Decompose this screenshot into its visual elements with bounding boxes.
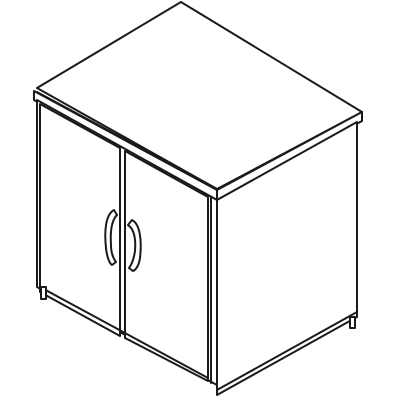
base-front-line xyxy=(39,286,209,379)
foot-right xyxy=(349,316,356,329)
handle-right xyxy=(127,219,142,272)
foot-left xyxy=(40,286,47,300)
top-front-edge-upper-line xyxy=(36,91,218,190)
door-left xyxy=(39,103,121,337)
side-bottom-line xyxy=(216,311,358,391)
handle-left xyxy=(104,209,118,266)
door-right xyxy=(124,150,209,382)
cabinet-side-panel xyxy=(216,121,358,396)
cabinet-top-right-edge xyxy=(216,111,363,201)
